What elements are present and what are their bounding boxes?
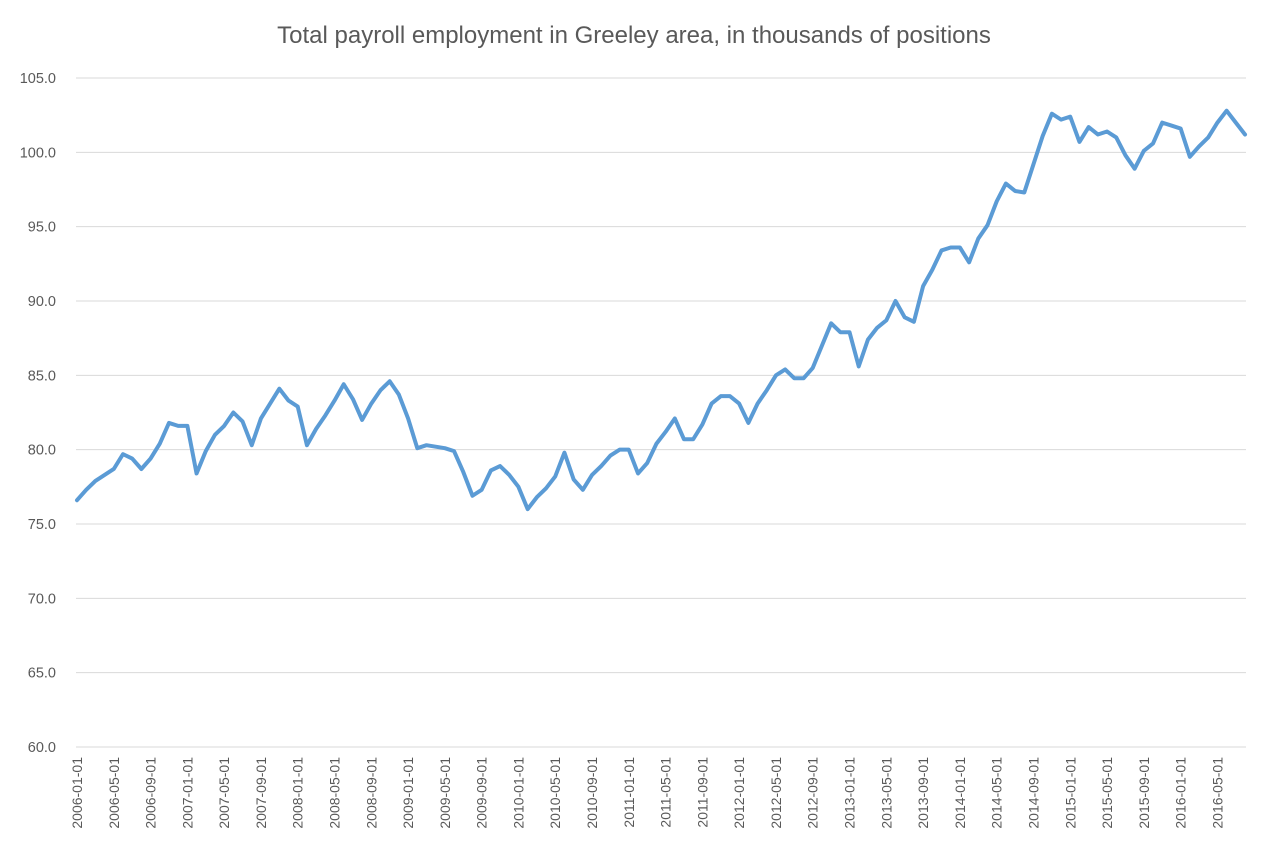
x-tick-label: 2014-01-01	[952, 757, 968, 829]
x-tick-label: 2011-05-01	[658, 757, 674, 828]
y-tick-label: 70.0	[28, 591, 56, 607]
data-points	[75, 109, 1247, 511]
x-tick-label: 2015-01-01	[1062, 757, 1078, 829]
x-tick-label: 2013-05-01	[878, 757, 894, 829]
y-tick-label: 65.0	[28, 666, 56, 682]
x-tick-label: 2013-09-01	[915, 757, 931, 829]
x-tick-label: 2013-01-01	[842, 757, 858, 829]
x-tick-label: 2010-09-01	[584, 757, 600, 829]
y-tick-label: 75.0	[28, 517, 56, 533]
x-tick-label: 2016-05-01	[1209, 757, 1225, 829]
x-tick-label: 2015-05-01	[1099, 757, 1115, 829]
x-tick-label: 2012-01-01	[731, 757, 747, 829]
x-tick-label: 2008-01-01	[290, 757, 306, 829]
x-tick-label: 2006-05-01	[106, 757, 122, 829]
x-tick-label: 2007-09-01	[253, 757, 269, 829]
x-axis-ticks: 2006-01-01 2006-05-01 2006-09-01 2007-01-01…	[69, 757, 1225, 829]
x-tick-label: 2007-01-01	[179, 757, 195, 829]
y-axis-ticks: 60.0 65.0 70.0 75.0 80.0 85.0 90.0 95.0 100.0 105…	[20, 71, 56, 756]
y-tick-label: 95.0	[28, 220, 56, 236]
x-tick-label: 2007-05-01	[216, 757, 232, 829]
x-tick-label: 2011-01-01	[621, 757, 637, 828]
y-tick-label: 90.0	[28, 294, 56, 310]
x-tick-label: 2010-05-01	[547, 757, 563, 829]
y-tick-label: 85.0	[28, 368, 56, 384]
plot-area	[75, 108, 1247, 512]
chart-title: Total payroll employment in Greeley area…	[277, 22, 991, 49]
x-tick-label: 2006-09-01	[143, 757, 159, 829]
x-tick-label: 2015-09-01	[1136, 757, 1152, 829]
x-tick-label: 2009-09-01	[474, 757, 490, 829]
x-tick-label: 2009-05-01	[437, 757, 453, 829]
x-tick-label: 2011-09-01	[694, 757, 710, 828]
y-tick-label: 60.0	[28, 740, 56, 756]
y-tick-label: 100.0	[20, 145, 56, 161]
x-tick-label: 2009-01-01	[400, 757, 416, 829]
x-tick-label: 2016-01-01	[1173, 757, 1189, 829]
y-tick-label: 80.0	[28, 443, 56, 459]
x-tick-label: 2012-09-01	[805, 757, 821, 829]
x-tick-label: 2008-05-01	[327, 757, 343, 829]
series-line	[75, 108, 1247, 512]
gridlines	[76, 77, 1246, 748]
x-tick-label: 2008-09-01	[363, 757, 379, 829]
x-tick-label: 2012-05-01	[768, 757, 784, 829]
x-tick-label: 2014-05-01	[989, 757, 1005, 829]
x-tick-label: 2014-09-01	[1025, 757, 1041, 829]
y-tick-label: 105.0	[20, 71, 56, 87]
x-tick-label: 2006-01-01	[69, 757, 85, 829]
x-tick-label: 2010-01-01	[510, 757, 526, 829]
